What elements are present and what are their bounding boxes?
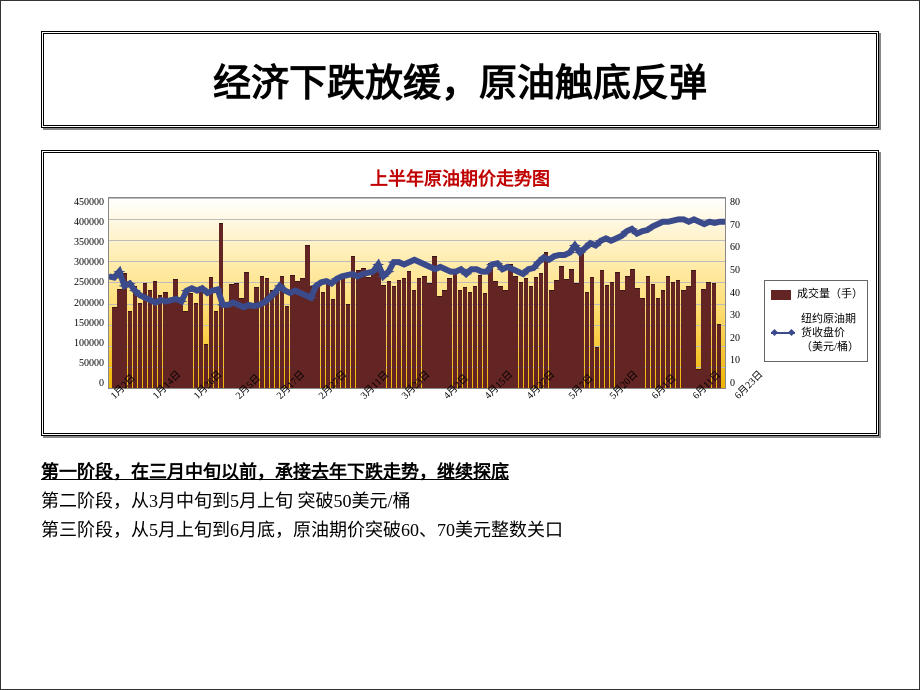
legend-item-price: 纽约原油期货收盘价（美元/桶） [771, 312, 861, 355]
y-left-tick: 150000 [56, 318, 104, 329]
y-axis-right: 80706050403020100 [726, 197, 758, 389]
y-left-tick: 50000 [56, 358, 104, 369]
phase-2: 第二阶段，从3月中旬到5月上旬 突破50美元/桶 [41, 487, 879, 516]
y-left-tick: 200000 [56, 298, 104, 309]
legend-swatch-line [771, 332, 795, 334]
y-left-tick: 0 [56, 378, 104, 389]
plot-region [108, 197, 726, 389]
legend-swatch-bar [771, 290, 791, 300]
y-right-tick: 60 [730, 242, 754, 253]
slide: 经济下跌放缓，原油触底反弹 上半年原油期价走势图 450000 400000 350… [0, 0, 920, 690]
legend-label-price: 纽约原油期货收盘价（美元/桶） [801, 312, 861, 355]
price-line-path [109, 219, 725, 307]
y-right-tick: 40 [730, 288, 754, 299]
y-left-tick: 100000 [56, 338, 104, 349]
y-right-tick: 10 [730, 355, 754, 366]
chart-legend: 成交量（手） 纽约原油期货收盘价（美元/桶） [764, 280, 868, 361]
y-axis-left: 450000 400000 350000 300000 250000 200000 1500… [52, 197, 108, 389]
price-line [109, 198, 725, 388]
y-left-tick: 300000 [56, 257, 104, 268]
y-right-tick: 70 [730, 220, 754, 231]
phase-1: 第一阶段，在三月中旬以前，承接去年下跌走势，继续探底 [41, 458, 879, 487]
chart-container: 上半年原油期价走势图 450000 400000 350000 300000 25000… [41, 150, 879, 436]
y-right-tick: 80 [730, 197, 754, 208]
chart-plot-area: 450000 400000 350000 300000 250000 200000 1500… [52, 197, 758, 425]
y-left-tick: 250000 [56, 277, 104, 288]
page-title: 经济下跌放缓，原油触底反弹 [41, 31, 879, 128]
legend-item-volume: 成交量（手） [771, 287, 861, 301]
phase-3: 第三阶段，从5月上旬到6月底，原油期价突破60、70美元整数关口 [41, 516, 879, 545]
chart-title: 上半年原油期价走势图 [52, 165, 868, 191]
y-right-tick: 20 [730, 333, 754, 344]
y-right-tick: 50 [730, 265, 754, 276]
y-left-tick: 450000 [56, 197, 104, 208]
phase-notes: 第一阶段，在三月中旬以前，承接去年下跌走势，继续探底 第二阶段，从3月中旬到5月… [41, 458, 879, 544]
y-left-tick: 400000 [56, 217, 104, 228]
x-axis: 1月2日1月14日1月26日2月5日2月17日2月27日3月11日3月23日4月… [100, 389, 734, 425]
y-right-tick: 30 [730, 310, 754, 321]
y-left-tick: 350000 [56, 237, 104, 248]
legend-label-volume: 成交量（手） [797, 287, 861, 301]
